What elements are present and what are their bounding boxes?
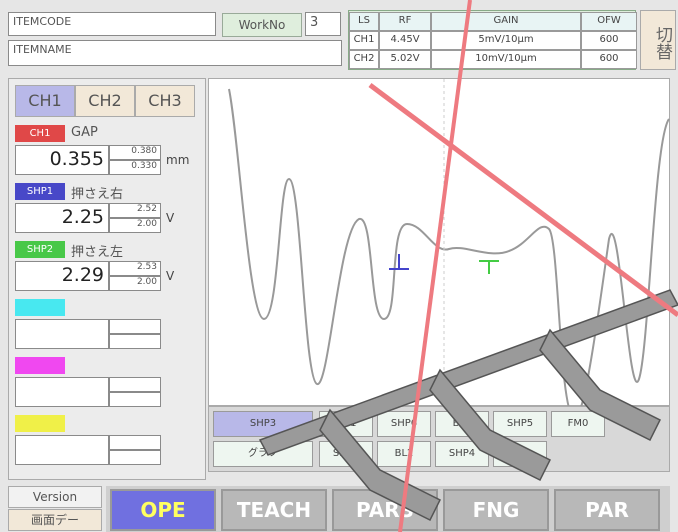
footer-tab[interactable]: FNG	[443, 489, 549, 531]
work-no[interactable]: 3	[305, 12, 341, 36]
table-cell: CH2	[349, 50, 379, 69]
lower-limit	[109, 450, 161, 465]
footer-tab[interactable]: PAR	[554, 489, 660, 531]
measure-name: 押さえ右	[71, 187, 124, 202]
unit: mm	[166, 153, 190, 167]
graph-button[interactable]: FM0	[551, 411, 605, 437]
channel-tag	[15, 415, 65, 432]
channel-tag	[15, 299, 65, 316]
channel-tag: CH1	[15, 125, 65, 142]
measure-value	[15, 435, 109, 465]
table-cell: 5.02V	[379, 50, 431, 69]
table-cell: CH1	[349, 31, 379, 50]
measure-value: 0.355	[15, 145, 109, 175]
graph-button[interactable]: SHP6	[377, 411, 431, 437]
graph-button[interactable]: SHP5	[493, 411, 547, 437]
version: Version	[8, 486, 102, 508]
measure-name: 押さえ左	[71, 245, 124, 260]
measure-name: GAP	[71, 125, 98, 140]
table-cell: 4.45V	[379, 31, 431, 50]
measure-value	[15, 377, 109, 407]
unit: V	[166, 211, 175, 225]
table-header: OFW	[581, 12, 637, 31]
red-line	[398, 0, 472, 532]
channel-tab[interactable]: CH3	[135, 85, 195, 117]
table-cell: 600	[581, 31, 637, 50]
table-header: LS	[349, 12, 379, 31]
channel-tab[interactable]: CH2	[75, 85, 135, 117]
upper-limit	[109, 377, 161, 392]
item-name: ITEMNAME	[8, 40, 342, 66]
channel-tab[interactable]: CH1	[15, 85, 75, 117]
table-cell: 10mV/10μm	[431, 50, 581, 69]
channel-tag: SHP2	[15, 241, 65, 258]
upper-limit: 2.52	[109, 203, 161, 218]
item-code: ITEMCODE	[8, 12, 216, 36]
footer-tab[interactable]: TEACH	[221, 489, 327, 531]
lower-limit	[109, 334, 161, 349]
footer-tab[interactable]: OPE	[110, 489, 216, 531]
lower-limit: 0.330	[109, 160, 161, 175]
switch-button[interactable]: 切替	[640, 10, 676, 70]
screen-data-button[interactable]: 画面デー	[8, 509, 102, 531]
table-cell: 5mV/10μm	[431, 31, 581, 50]
channel-panel: CH1 CH2 CH3 CH1 GAP 0.355 0.380 0.330 mm SHP1 押さえ右…	[8, 78, 206, 480]
marker-shp2	[479, 260, 499, 274]
channel-tag: SHP1	[15, 183, 65, 200]
measure-value: 2.29	[15, 261, 109, 291]
upper-limit: 2.53	[109, 261, 161, 276]
waveform-plot	[228, 79, 670, 421]
work-no-label: WorkNo	[222, 13, 302, 37]
upper-limit: 0.380	[109, 145, 161, 160]
waveform	[228, 88, 670, 421]
lower-limit	[109, 392, 161, 407]
channel-tag	[15, 357, 65, 374]
red-line	[368, 82, 678, 318]
marker-shp1	[389, 254, 409, 270]
measure-value	[15, 319, 109, 349]
lower-limit: 2.00	[109, 276, 161, 291]
upper-limit	[109, 435, 161, 450]
terminal-strip	[258, 289, 678, 522]
upper-limit	[109, 319, 161, 334]
unit: V	[166, 269, 175, 283]
table-cell: 600	[581, 50, 637, 69]
lower-limit: 2.00	[109, 218, 161, 233]
measure-value: 2.25	[15, 203, 109, 233]
settings-table: LS RF GAIN OFW CH1 4.45V 5mV/10μm 600 CH2 5.02V 10…	[348, 10, 637, 70]
graph-button[interactable]: BL2	[377, 441, 431, 467]
table-header: RF	[379, 12, 431, 31]
